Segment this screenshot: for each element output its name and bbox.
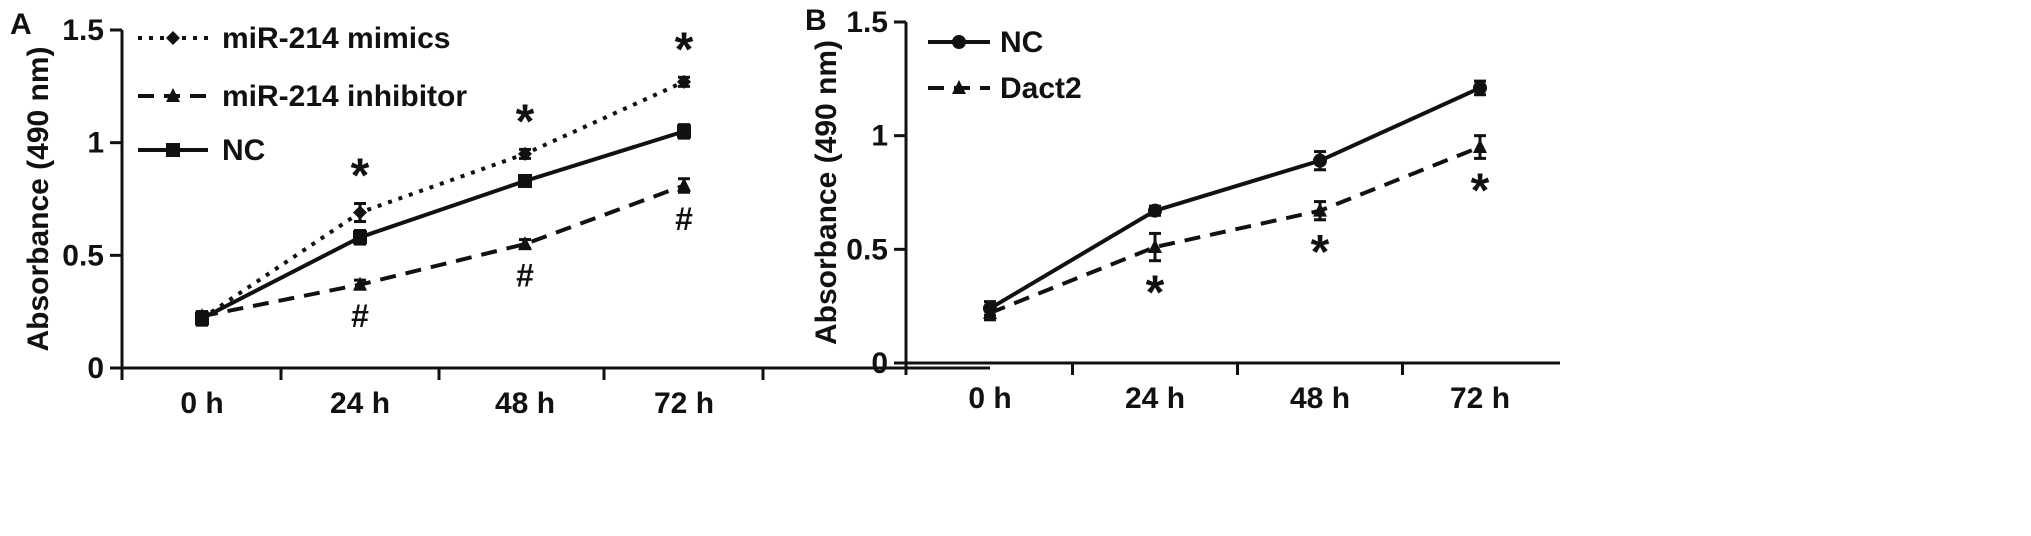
data-point [983,304,997,319]
data-point [518,173,532,188]
data-point [353,205,367,220]
series-line [988,86,1481,311]
legend-marker [952,35,966,49]
y-tick-label: 1 [871,120,888,153]
y-tick-label: 1.5 [62,14,104,47]
chart-panel-b: B 0 0.5 1 1.5 0 h 24 h 48 h 72 h Absorbance (490 … [805,4,1560,415]
legend-marker [166,31,180,45]
data-point [1313,202,1327,217]
data-point [1148,203,1162,218]
data-point [353,230,367,245]
series-1: # # # [195,177,693,334]
y-tick-label: 1.5 [846,6,888,39]
legend: NC Dact2 [928,26,1082,105]
significance-hash: # [516,258,534,294]
y-tick-label: 1 [87,127,104,160]
legend-marker [952,80,966,94]
significance-asterisk: * [675,23,694,76]
legend-label: Dact2 [1000,72,1082,105]
chart-panel-a: A 0 0.5 1 1.5 0 h 24 h 48 h 72 h Absorbance (490 … [10,8,990,420]
data-point [677,177,691,192]
significance-hash: # [351,298,369,334]
data-point [1313,153,1327,168]
data-point [677,74,691,89]
panel-label: B [805,4,827,37]
series-0: * * * [195,23,694,326]
data-point [195,311,209,326]
x-tick-label: 48 h [495,387,555,420]
significance-asterisk: * [351,150,370,203]
significance-asterisk: * [1311,226,1330,279]
data-point [518,146,532,161]
series-line [201,129,685,321]
series-0 [983,79,1487,317]
legend-label: miR-214 inhibitor [222,80,467,113]
series-line [200,80,685,321]
x-tick-label: 0 h [180,387,223,420]
legend-label: miR-214 mimics [222,22,450,55]
significance-asterisk: * [1471,164,1490,217]
data-point [1473,139,1487,154]
y-tick-label: 0 [87,352,104,385]
x-tick-label: 0 h [968,382,1011,415]
legend-label: NC [1000,26,1043,59]
data-point [1148,239,1162,254]
legend-marker [166,88,180,102]
data-point [353,276,367,291]
significance-asterisk: * [1146,267,1165,320]
legend-label: NC [222,134,265,167]
y-tick-label: 0.5 [846,233,888,266]
x-tick-label: 72 h [654,387,714,420]
x-tick-label: 48 h [1290,382,1350,415]
series-line [201,183,685,319]
series-1: * * * [983,134,1490,322]
y-axis-title: Absorbance (490 nm) [22,46,55,351]
data-point [1473,80,1487,95]
x-tick-label: 24 h [1125,382,1185,415]
data-point [677,124,691,139]
panel-label: A [10,8,32,41]
x-tick-label: 24 h [330,387,390,420]
legend-marker [166,143,180,157]
series-line [989,145,1481,315]
y-tick-label: 0 [871,347,888,380]
x-tick-label: 72 h [1450,382,1510,415]
y-tick-label: 0.5 [62,239,104,272]
series-2 [195,123,691,327]
significance-hash: # [675,201,693,237]
y-axis-title: Absorbance (490 nm) [810,40,843,345]
data-point [518,236,532,251]
legend: miR-214 mimics miR-214 inhibitor NC [138,22,467,167]
significance-asterisk: * [516,95,535,148]
